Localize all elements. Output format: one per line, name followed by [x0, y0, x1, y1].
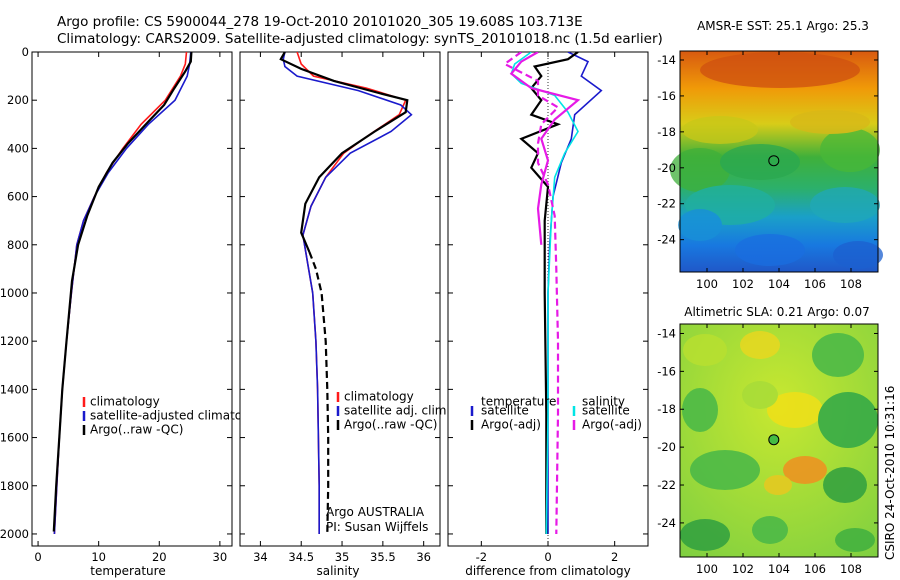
x-tick-label: 35.5 — [370, 550, 396, 564]
series-satellite — [282, 52, 413, 534]
map-x-tick-label: 104 — [768, 562, 790, 576]
x-tick-label: 0 — [34, 550, 41, 564]
x-tick-label: 2 — [611, 550, 618, 564]
map-x-tick-label: 106 — [804, 562, 826, 576]
y-tick-label: 800 — [7, 238, 29, 252]
difference-xlabel: difference from climatology — [465, 564, 631, 578]
y-tick-label: 600 — [7, 190, 29, 204]
y-tick-label: 0 — [22, 45, 29, 59]
map-y-tick-label: -24 — [657, 516, 676, 530]
sst-map-panel: AMSR-E SST: 25.1 Argo: 25.3 100 102 104 106… — [657, 19, 883, 291]
map-y-tick-label: -14 — [657, 53, 676, 67]
y-tick-label: 400 — [7, 141, 29, 155]
series-argo — [279, 52, 409, 253]
y-tick-label: 1600 — [0, 431, 29, 445]
map-x-tick-label: 100 — [696, 562, 718, 576]
legend-satellite-adj: satellite adj. clim. — [344, 404, 450, 418]
x-tick-label: 20 — [152, 550, 167, 564]
difference-legend: temperature salinity satellite Argo(-adj… — [470, 395, 642, 432]
sst-map-title: AMSR-E SST: 25.1 Argo: 25.3 — [697, 19, 869, 33]
x-tick-label: 30 — [213, 550, 228, 564]
temperature-axes-box — [31, 51, 233, 547]
legend-salinity-argo: Argo(-adj) — [582, 418, 642, 432]
temperature-panel: 0 10 20 30 0 200 400 600 800 1000 1200 1400 1600 1800… — [0, 45, 268, 578]
y-tick-label: 2000 — [0, 527, 29, 541]
y-tick-label: 1200 — [0, 334, 29, 348]
map-x-tick-label: 108 — [840, 562, 862, 576]
map-y-tick-label: -22 — [657, 478, 676, 492]
salinity-legend: climatology satellite adj. clim. Argo(..… — [336, 390, 450, 432]
x-tick-label: -2 — [476, 550, 487, 564]
legend-satellite-adjusted: satellite-adjusted climatology — [90, 409, 268, 423]
difference-panel: -2 0 2 difference from climatology tempera… — [447, 51, 649, 578]
series-argo — [52, 52, 193, 532]
y-tick-label: 200 — [7, 93, 29, 107]
map-x-tick-label: 102 — [732, 277, 754, 291]
legend-salinity-satellite: satellite — [582, 404, 630, 418]
legend-temperature-satellite: satellite — [481, 404, 529, 418]
sla-map-title: Altimetric SLA: 0.21 Argo: 0.07 — [684, 305, 869, 319]
y-tick-label: 1800 — [0, 479, 29, 493]
map-x-tick-label: 100 — [696, 277, 718, 291]
map-y-tick-label: -22 — [657, 197, 676, 211]
map-y-tick-label: -24 — [657, 233, 676, 247]
x-tick-label: 34 — [253, 550, 268, 564]
map-y-tick-label: -18 — [657, 402, 676, 416]
map-x-tick-label: 108 — [840, 277, 862, 291]
x-tick-label: 0 — [544, 550, 551, 564]
x-tick-label: 35 — [335, 550, 350, 564]
series-salinity-argo-adj — [502, 52, 560, 535]
legend-climatology: climatology — [90, 395, 160, 409]
legend-argo: Argo(..raw -QC) — [344, 418, 437, 432]
csiro-credit: CSIRO 24-Oct-2010 10:31:16 — [883, 386, 897, 560]
map-y-tick-label: -20 — [657, 440, 676, 454]
legend-temperature-argo: Argo(-adj) — [481, 418, 541, 432]
series-argo-adj — [308, 251, 330, 535]
map-y-tick-label: -18 — [657, 125, 676, 139]
argo-position-marker — [768, 434, 780, 446]
legend-argo: Argo(..raw -QC) — [90, 423, 183, 437]
sla-map-panel: Altimetric SLA: 0.21 Argo: 0.07 10 — [657, 305, 879, 576]
legend-heading-temperature: temperature — [481, 395, 556, 409]
argo-position-marker — [768, 155, 780, 167]
temperature-legend: climatology satellite-adjusted climatolo… — [82, 395, 268, 437]
sst-heatmap — [670, 51, 883, 272]
legend-climatology: climatology — [344, 390, 414, 404]
map-y-tick-label: -14 — [657, 326, 676, 340]
x-tick-label: 10 — [91, 550, 106, 564]
map-x-tick-label: 106 — [804, 277, 826, 291]
salinity-xlabel: salinity — [316, 564, 359, 578]
map-x-tick-label: 102 — [732, 562, 754, 576]
map-x-tick-label: 104 — [768, 277, 790, 291]
temperature-xlabel: temperature — [90, 564, 165, 578]
argo-credit-line-1: Argo AUSTRALIA — [326, 505, 425, 519]
argo-credit-line-2: PI: Susan Wijffels — [326, 520, 428, 534]
y-tick-label: 1000 — [0, 286, 29, 300]
map-y-tick-label: -16 — [657, 89, 676, 103]
series-salinity-argo — [509, 52, 581, 245]
map-y-tick-label: -16 — [657, 364, 676, 378]
x-tick-label: 34.5 — [288, 550, 314, 564]
x-tick-label: 36 — [416, 550, 431, 564]
map-y-tick-label: -20 — [657, 161, 676, 175]
legend-heading-salinity: salinity — [582, 395, 625, 409]
salinity-axes-box — [239, 51, 441, 547]
y-tick-label: 1400 — [0, 382, 29, 396]
header-line-2: Climatology: CARS2009. Satellite-adjuste… — [57, 31, 663, 47]
header-line-1: Argo profile: CS 5900044_278 19-Oct-2010… — [57, 14, 583, 30]
salinity-panel: 34 34.5 35 35.5 36 salinity climatology sate… — [239, 51, 450, 578]
